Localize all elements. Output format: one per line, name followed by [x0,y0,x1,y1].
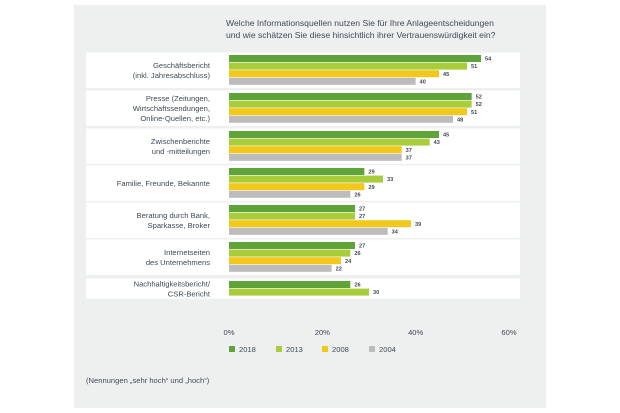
data-label: 29 [368,185,374,191]
category-label: Familie, Freunde, Bekannte [117,179,210,188]
bar-2018 [229,93,472,100]
category-label: Online-Quellen, etc.) [140,114,210,123]
data-label: 27 [359,244,365,250]
category-labels: Geschäftsbericht(inkl. Jahresabschluss) P… [117,61,211,298]
bar-2018 [229,55,481,62]
category-label: (inkl. Jahresabschluss) [133,71,211,80]
data-label: 26 [354,192,360,198]
bar-2008 [229,183,365,191]
legend-label: 2013 [286,345,303,354]
data-label: 22 [336,266,342,272]
data-label: 39 [415,222,421,228]
bar-2013 [229,212,355,220]
bar-2004 [229,153,402,161]
legend-swatch-2004 [369,346,375,352]
x-tick-label: 0% [224,328,235,337]
bar-2018 [229,131,439,138]
legend-label: 2008 [332,345,349,354]
data-label: 52 [476,95,482,101]
bar-2013 [229,288,369,296]
data-label: 43 [434,140,440,146]
bar-2004 [229,77,416,85]
data-label: 27 [359,214,365,220]
data-labels: 5451454052525148454337372933292627273934… [336,57,492,297]
data-label: 30 [373,290,379,296]
bar-2008 [229,70,439,78]
data-label: 40 [420,79,426,85]
category-label: Wirtschaftssendungen, [133,104,210,113]
bar-2013 [229,138,430,146]
legend: 2018 2013 2008 2004 [229,345,396,354]
category-label: Zwischenberichte [151,137,210,146]
category-label: CSR-Bericht [168,290,211,299]
x-tick-label: 60% [501,328,516,337]
category-label: Internetseiten [164,248,210,257]
bar-2013 [229,100,472,108]
bar-2013 [229,175,383,183]
category-label: und -mitteilungen [152,147,210,156]
x-axis: 0% 20% 40% 60% [224,328,517,337]
data-label: 34 [392,229,399,235]
category-label: Sparkasse, Broker [148,221,211,230]
data-label: 37 [406,155,412,161]
category-label: Beratung durch Bank, [137,211,210,220]
bar-2013 [229,249,351,257]
bar-2018 [229,205,355,212]
bars [229,55,481,296]
category-label: Nachhaltigkeitsbericht/ [134,280,211,289]
data-label: 26 [354,283,360,289]
bar-2018 [229,281,351,288]
bar-2004 [229,227,388,235]
legend-label: 2018 [239,345,256,354]
bar-2013 [229,62,467,70]
x-tick-label: 20% [315,328,330,337]
bar-2004 [229,190,351,198]
bar-2008 [229,146,402,154]
data-label: 27 [359,207,365,213]
bar-2008 [229,220,411,228]
data-label: 29 [368,170,374,176]
bar-2008 [229,108,467,116]
data-label: 24 [345,259,352,265]
bar-2004 [229,115,453,123]
bar-2004 [229,264,332,272]
legend-swatch-2018 [229,346,235,352]
legend-swatch-2013 [276,346,282,352]
footnote: (Nennungen „sehr hoch“ und „hoch“) [86,376,210,385]
data-label: 37 [406,148,412,154]
data-label: 51 [471,110,477,116]
category-label: des Unternehmens [146,258,210,267]
chart-title-line-1: Welche Informationsquellen nutzen Sie fü… [226,18,494,28]
data-label: 52 [476,102,482,108]
data-label: 48 [457,117,463,123]
legend-swatch-2008 [322,346,328,352]
chart-title: Welche Informationsquellen nutzen Sie fü… [226,17,546,41]
category-label: Geschäftsbericht [153,61,211,70]
data-label: 45 [443,133,449,139]
data-label: 33 [387,177,393,183]
data-label: 26 [354,251,360,257]
category-label: Presse (Zeitungen, [146,94,210,103]
data-label: 45 [443,72,449,78]
chart-title-line-2: und wie schätzen Sie diese hinsichtlich … [226,30,496,40]
bar-2018 [229,242,355,249]
legend-label: 2004 [379,345,396,354]
data-label: 51 [471,64,477,70]
data-label: 54 [485,57,492,63]
bar-2018 [229,168,365,175]
x-tick-label: 40% [408,328,423,337]
bar-2008 [229,257,341,265]
